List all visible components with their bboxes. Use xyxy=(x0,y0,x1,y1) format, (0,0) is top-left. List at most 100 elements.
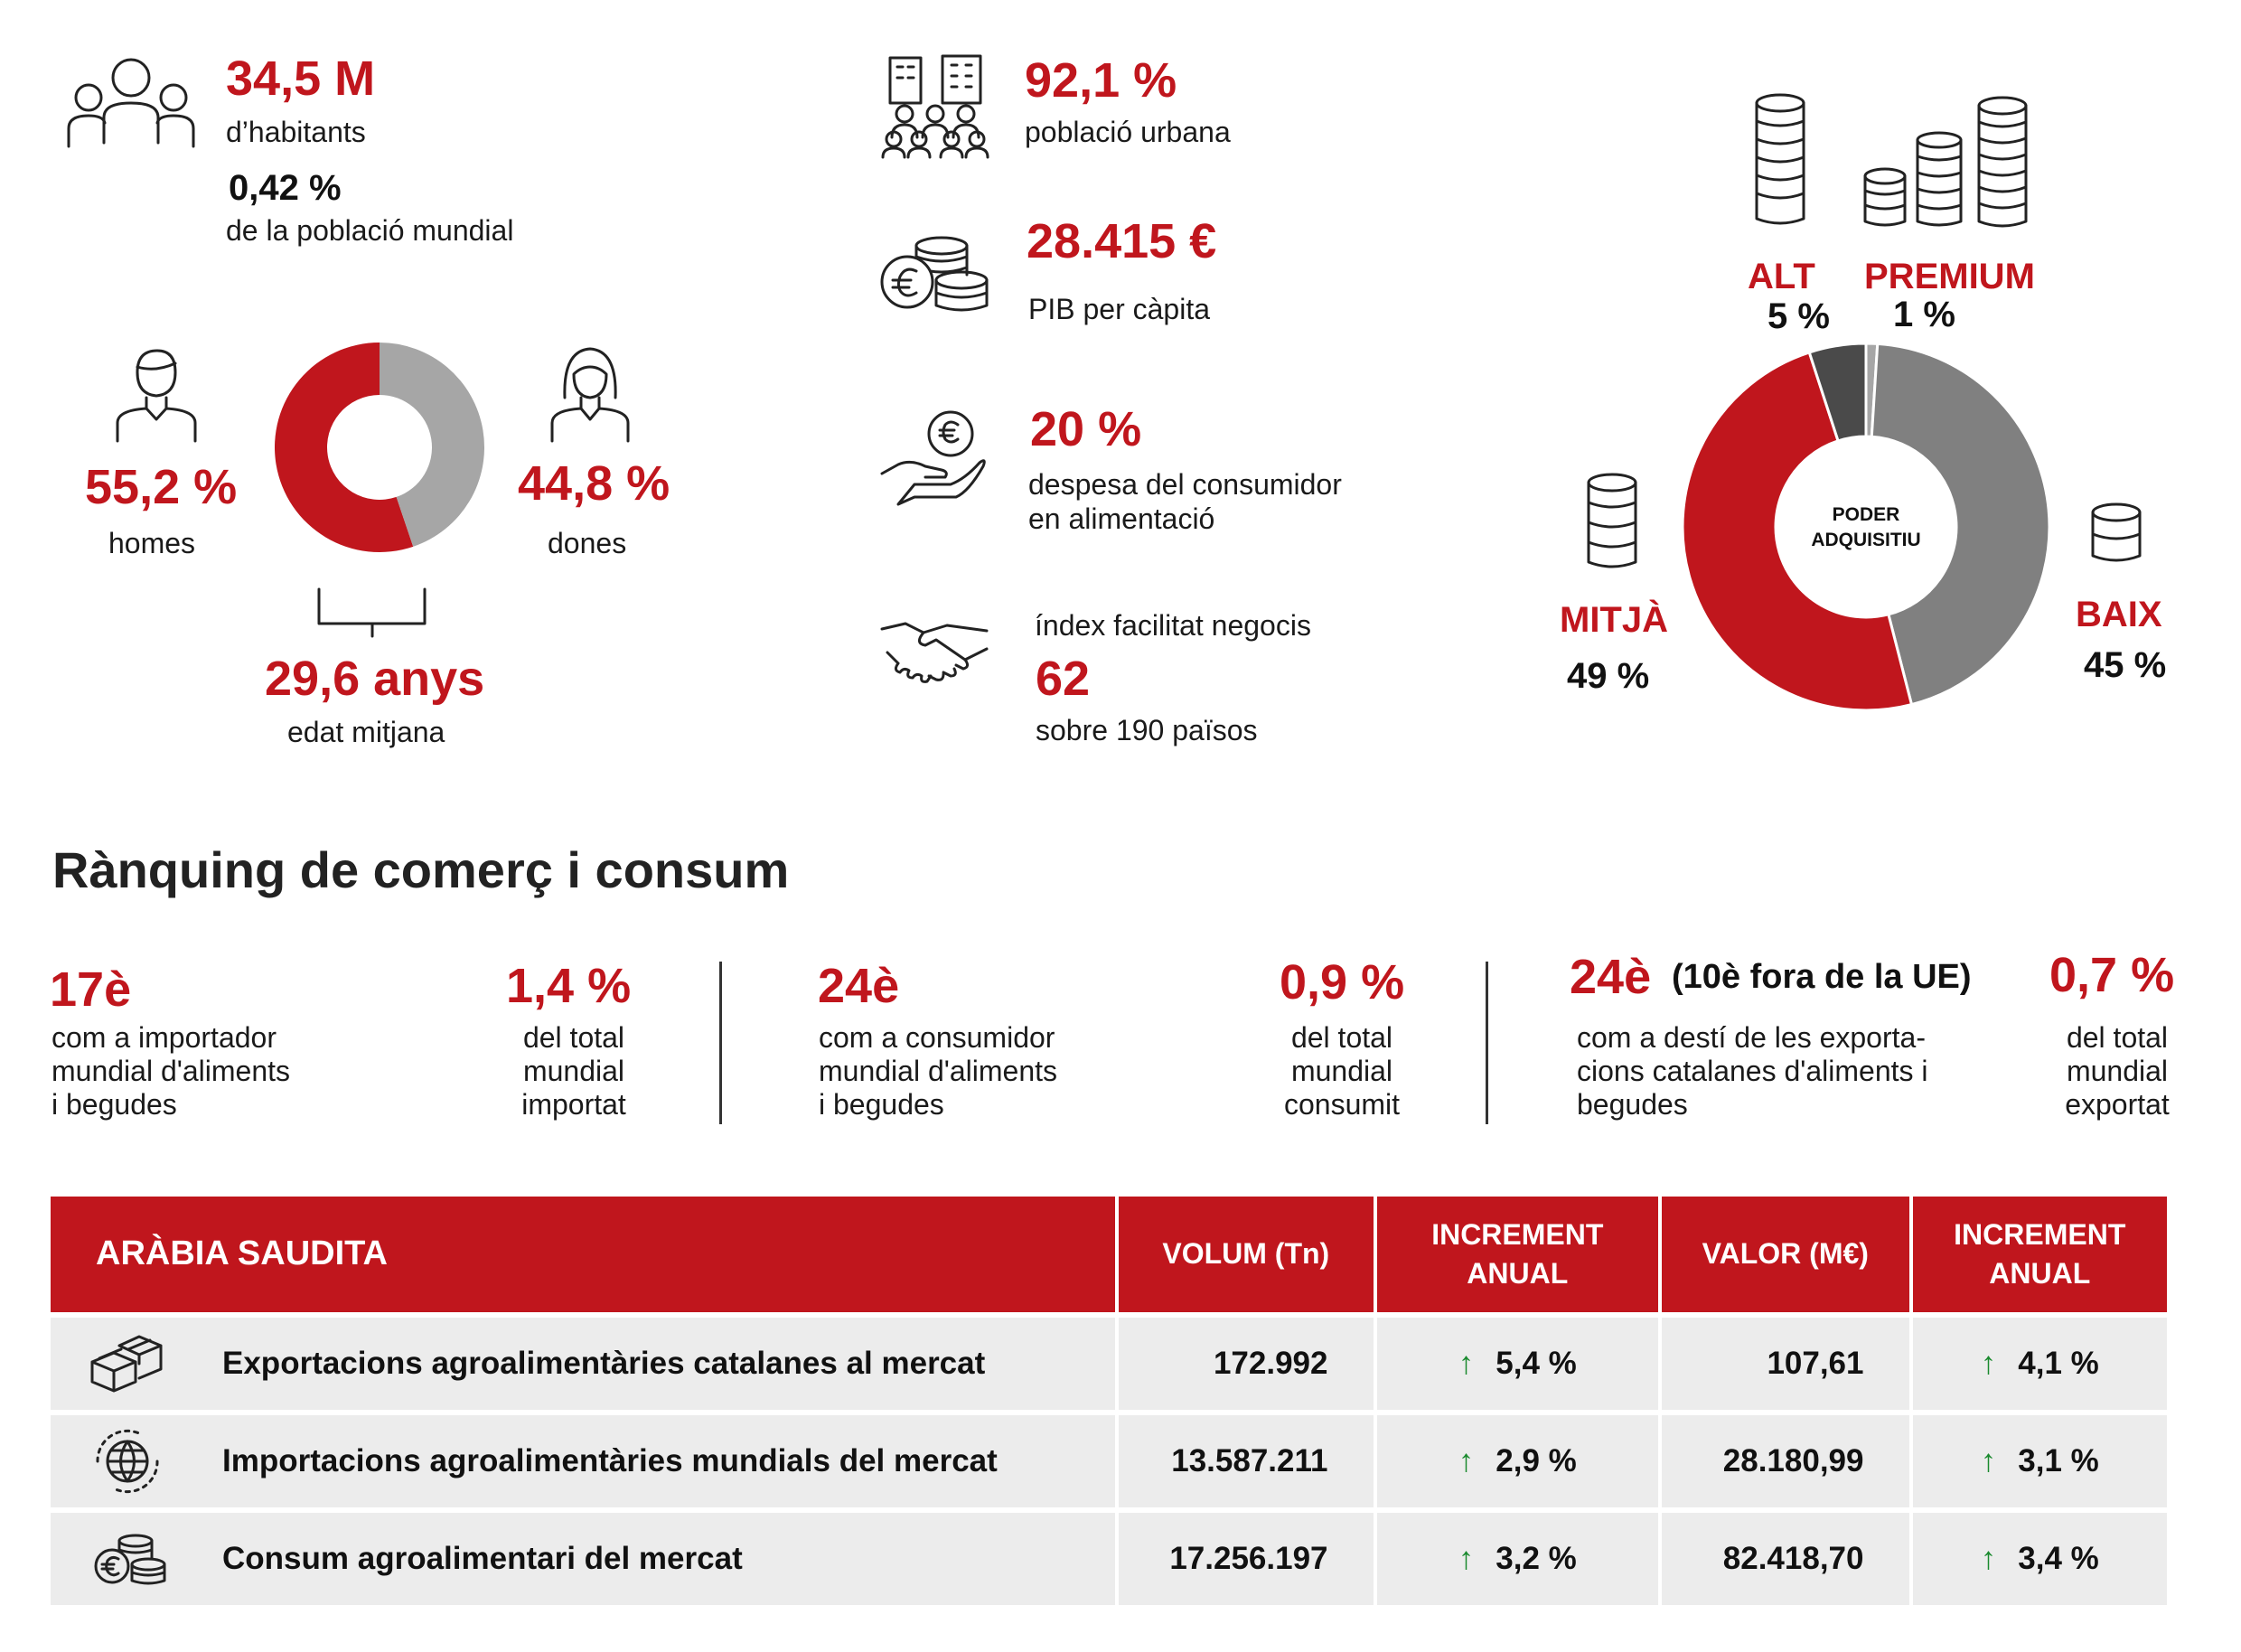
volume-increment-header: INCREMENT ANUAL xyxy=(1376,1197,1659,1312)
row-value: 82.418,70 xyxy=(1662,1513,1909,1605)
volume-increment-header-line-2: ANUAL xyxy=(1467,1257,1569,1290)
consumer-pct-value: 0,9 % xyxy=(1280,955,1405,1009)
consumer-rank-value: 24è xyxy=(818,959,900,1013)
power-donut-slice-mitjà xyxy=(1681,351,1914,712)
market-data-table: ARÀBIA SAUDITA VOLUM (Tn) INCREMENT ANUAL… xyxy=(47,1191,2171,1610)
export-pct-line-2: mundial xyxy=(2066,1055,2169,1087)
woman-icon xyxy=(550,347,630,443)
export-rank-line-2: cions catalanes d'aliments i xyxy=(1577,1055,1928,1087)
business-index-label: índex facilitat negocis xyxy=(1035,609,1311,642)
power-donut-slice-baix xyxy=(1870,342,2051,707)
consumer-rank-line-1: com a consumidor xyxy=(819,1021,1055,1054)
coin-stack-medium-icon xyxy=(1587,473,1637,568)
table-row: Exportacions agroalimentàries catalanes … xyxy=(51,1318,2167,1410)
world-share-value: 0,42 % xyxy=(229,168,342,208)
up-arrow-icon: ↑ xyxy=(1458,1346,1475,1381)
import-pct-line-2: mundial xyxy=(522,1055,625,1087)
row-value-increment: ↑ 4,1 % xyxy=(1912,1318,2167,1410)
value-increment-header-line-1: INCREMENT xyxy=(1954,1217,2126,1251)
export-pct-value: 0,7 % xyxy=(2049,948,2175,1002)
export-rank-line-3: begudes xyxy=(1577,1088,1688,1121)
handshake-icon xyxy=(880,622,989,683)
gender-donut-slice-homes xyxy=(275,343,414,552)
food-spend-label-2: en alimentació xyxy=(1028,502,1215,535)
export-rank-note: (10è fora de la UE) xyxy=(1672,958,1972,996)
coin-stack-low-icon xyxy=(2091,502,2142,562)
volume-increment-header-line-1: INCREMENT xyxy=(1431,1217,1604,1251)
world-share-label: de la població mundial xyxy=(226,214,514,247)
mitja-label: MITJÀ xyxy=(1560,600,1668,640)
value-header: VALOR (M€) xyxy=(1662,1197,1909,1312)
row-description: Importacions agroalimentàries mundials d… xyxy=(51,1415,1116,1507)
export-pct-line-1: del total xyxy=(2066,1021,2169,1054)
food-spend-label-1: despesa del consumidor xyxy=(1028,468,1342,501)
table-row: Importacions agroalimentàries mundials d… xyxy=(51,1415,2167,1507)
power-donut-slice-alt xyxy=(1807,342,1868,443)
urban-value: 92,1 % xyxy=(1025,53,1177,108)
alt-value: 5 % xyxy=(1767,296,1830,336)
euro-coins-small-icon xyxy=(87,1523,168,1595)
boxes-icon xyxy=(87,1328,168,1400)
women-value: 44,8 % xyxy=(518,456,670,511)
consumer-rank-line-3: i begudes xyxy=(819,1088,944,1121)
city-crowd-icon xyxy=(881,54,989,159)
globe-icon xyxy=(87,1425,168,1497)
table-header-row: ARÀBIA SAUDITA VOLUM (Tn) INCREMENT ANUAL… xyxy=(51,1197,2167,1312)
up-arrow-icon: ↑ xyxy=(1458,1443,1475,1478)
food-spend-value: 20 % xyxy=(1030,402,1142,456)
mitja-value: 49 % xyxy=(1567,656,1650,696)
age-bracket xyxy=(317,587,427,638)
volume-header: VOLUM (Tn) xyxy=(1119,1197,1374,1312)
row-value-increment: ↑ 3,4 % xyxy=(1912,1513,2167,1605)
up-arrow-icon: ↑ xyxy=(1980,1443,1997,1478)
consumer-pct-line-1: del total xyxy=(1290,1021,1393,1054)
power-donut-group xyxy=(1681,342,2051,712)
gdp-value: 28.415 € xyxy=(1027,214,1217,268)
row-description: Exportacions agroalimentàries catalanes … xyxy=(51,1318,1116,1410)
import-rank-line-3: i begudes xyxy=(52,1088,177,1121)
row-value: 107,61 xyxy=(1662,1318,1909,1410)
age-value: 29,6 anys xyxy=(265,652,485,706)
import-rank-value: 17è xyxy=(50,962,132,1017)
table-row: Consum agroalimentari del mercat 17.256.… xyxy=(51,1513,2167,1605)
row-value: 28.180,99 xyxy=(1662,1415,1909,1507)
import-pct-line-3: importat xyxy=(521,1088,626,1121)
consumer-rank-line-2: mundial d'aliments xyxy=(819,1055,1058,1087)
row-volume: 172.992 xyxy=(1119,1318,1374,1410)
gender-donut-chart xyxy=(275,343,485,552)
row-description: Consum agroalimentari del mercat xyxy=(51,1513,1116,1605)
import-rank-line-1: com a importador xyxy=(52,1021,277,1054)
donut-center-line-2: ADQUISITIU xyxy=(1811,530,1920,550)
row-value-increment: ↑ 3,1 % xyxy=(1912,1415,2167,1507)
ranking-divider-1 xyxy=(719,962,722,1124)
gender-donut-slice-dones xyxy=(380,343,485,547)
people-group-icon xyxy=(67,58,195,148)
import-rank-line-2: mundial d'aliments xyxy=(52,1055,291,1087)
export-pct-line-3: exportat xyxy=(2065,1088,2170,1121)
premium-value: 1 % xyxy=(1893,295,1955,334)
euro-coins-icon xyxy=(880,236,989,312)
coin-stacks-premium-icon xyxy=(1863,96,2028,228)
export-rank-line-1: com a destí de les exporta- xyxy=(1577,1021,1926,1054)
row-volume-increment: ↑ 3,2 % xyxy=(1376,1513,1659,1605)
population-value: 34,5 M xyxy=(226,52,376,106)
gender-donut-group xyxy=(275,343,485,552)
row-volume-increment: ↑ 2,9 % xyxy=(1376,1415,1659,1507)
row-volume: 13.587.211 xyxy=(1119,1415,1374,1507)
baix-label: BAIX xyxy=(2076,595,2162,634)
up-arrow-icon: ↑ xyxy=(1458,1541,1475,1576)
export-rank-value: 24è xyxy=(1570,950,1652,1004)
up-arrow-icon: ↑ xyxy=(1980,1346,1997,1381)
value-increment-header-line-2: ANUAL xyxy=(1989,1257,2091,1290)
urban-label: població urbana xyxy=(1025,116,1231,148)
consumer-pct-line-3: consumit xyxy=(1283,1088,1401,1121)
population-label: d’habitants xyxy=(226,116,366,148)
man-icon xyxy=(116,349,197,443)
import-pct-value: 1,4 % xyxy=(506,959,632,1013)
value-increment-header: INCREMENT ANUAL xyxy=(1912,1197,2167,1312)
coin-stack-tall-icon xyxy=(1755,93,1805,225)
ranking-divider-2 xyxy=(1486,962,1488,1124)
premium-label: PREMIUM xyxy=(1864,257,2035,296)
alt-label: ALT xyxy=(1748,257,1815,296)
men-value: 55,2 % xyxy=(85,460,238,514)
